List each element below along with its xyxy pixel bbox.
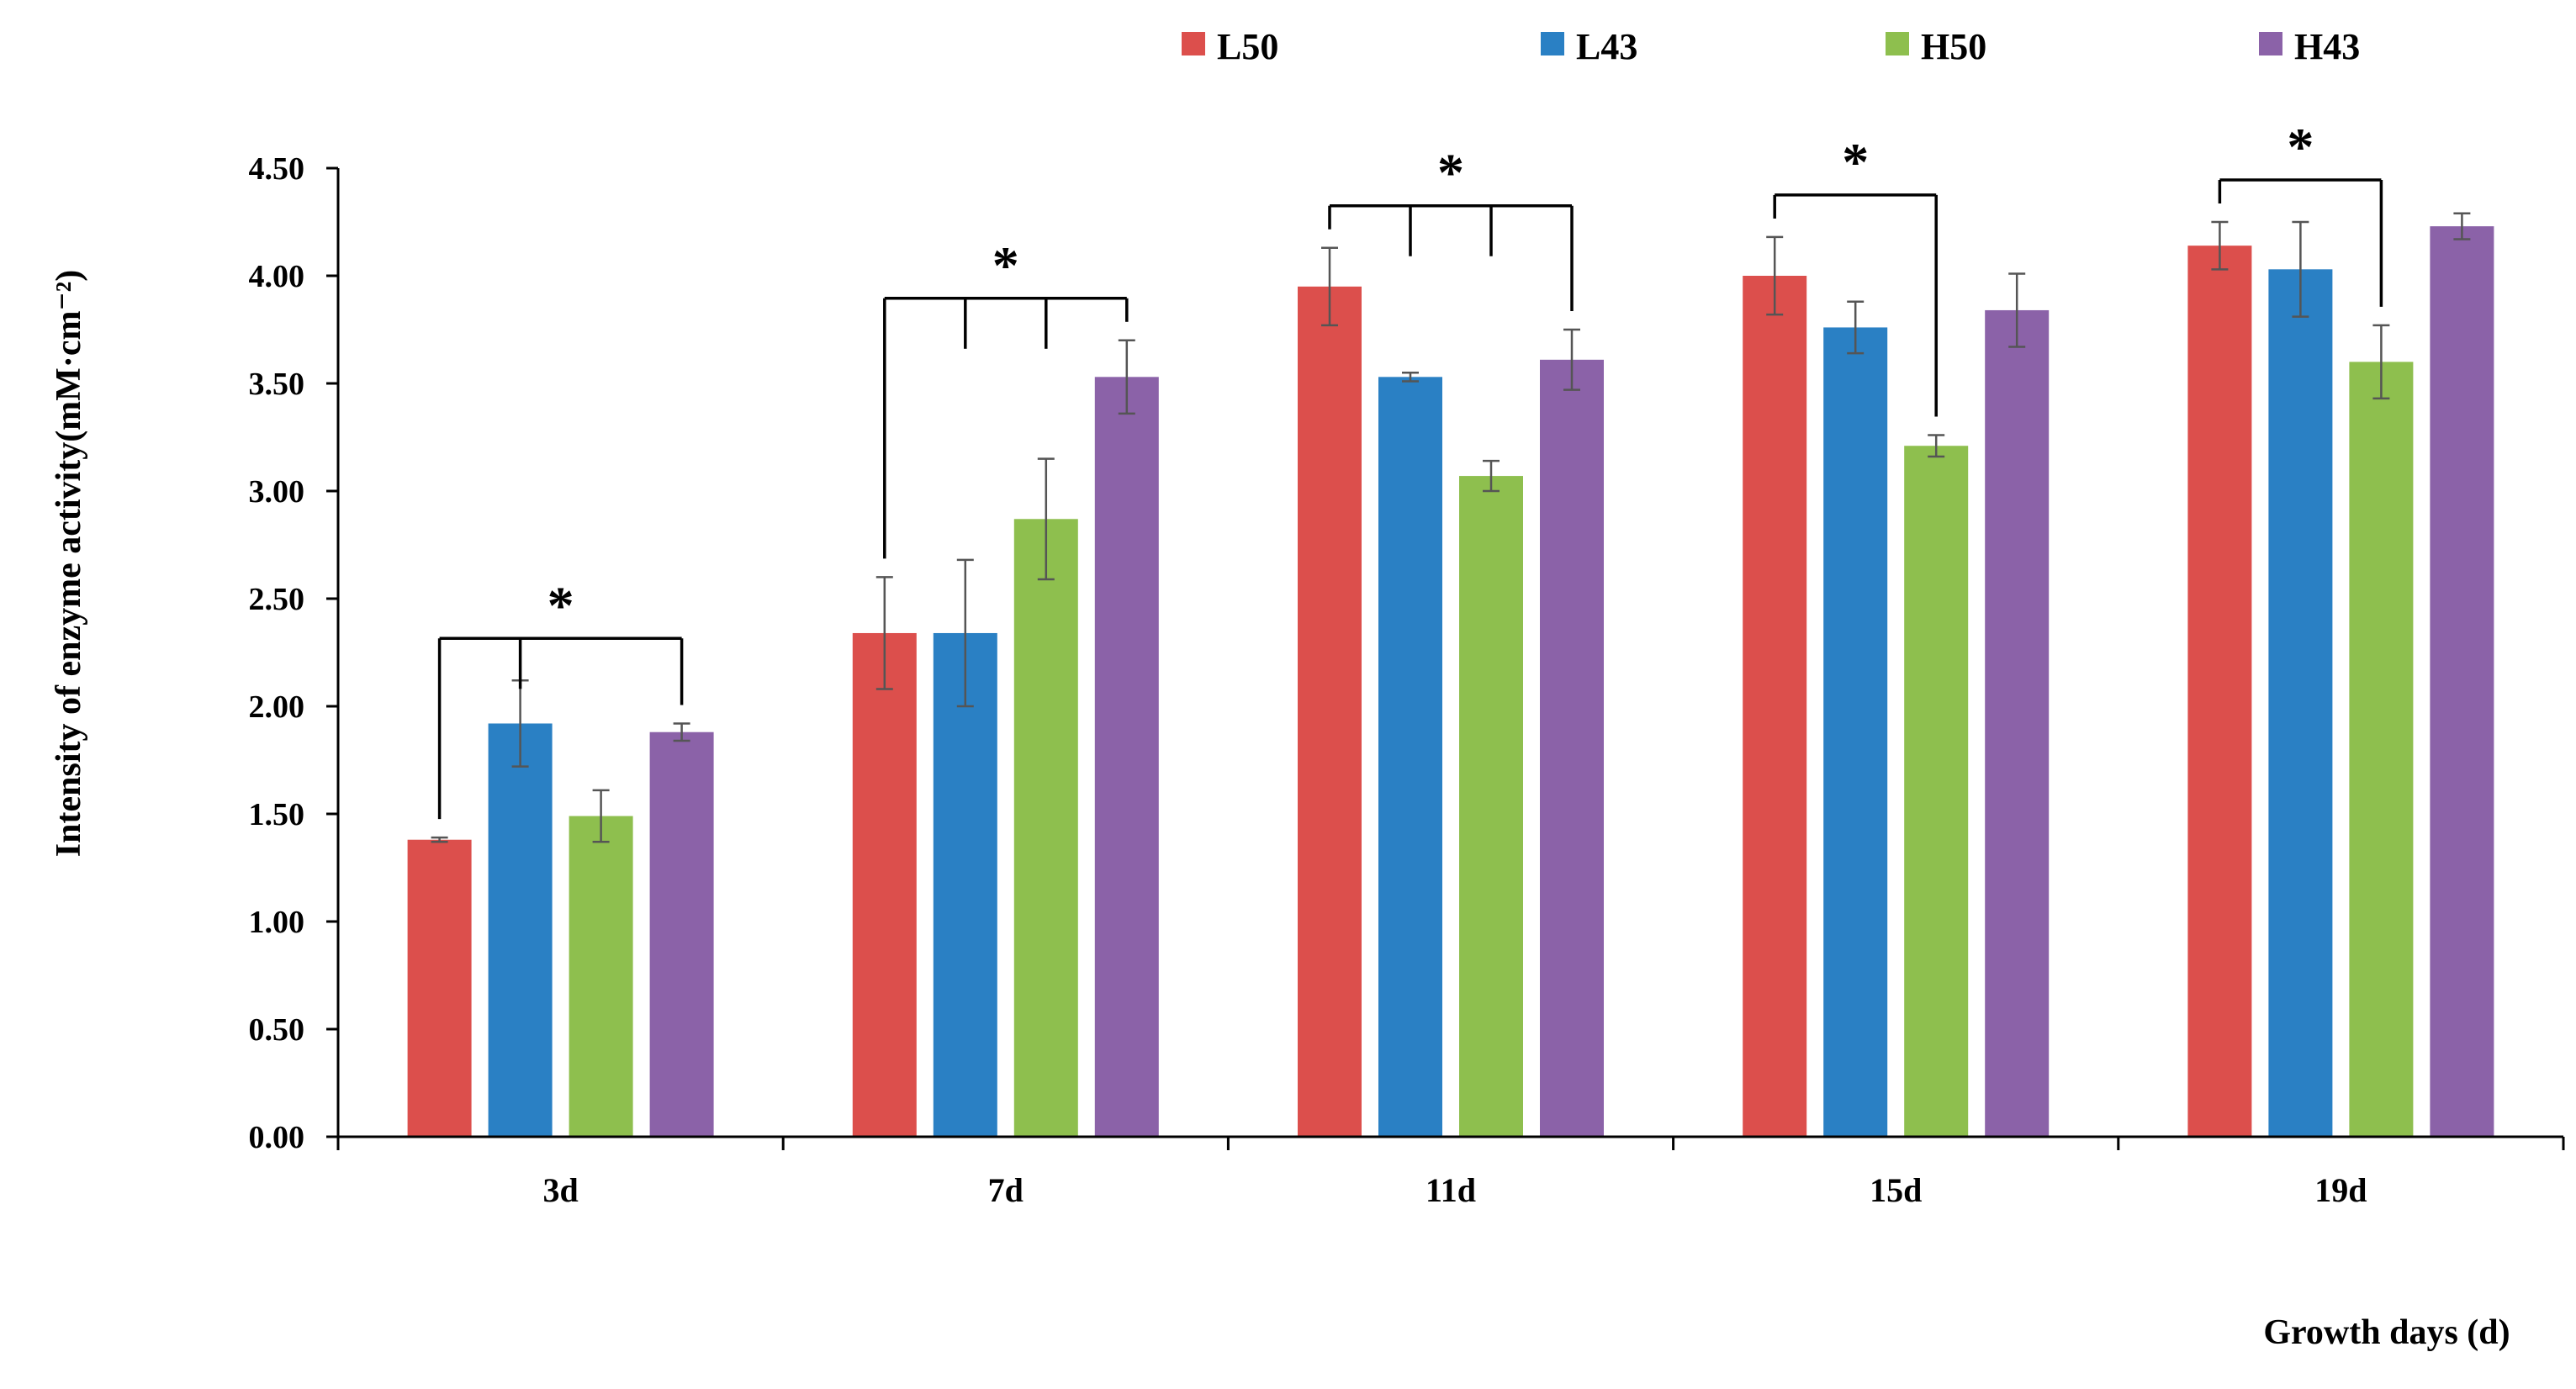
error-bars-layer xyxy=(431,212,2471,843)
error-bar-l50-19d xyxy=(2211,220,2229,271)
bar-l50-15d xyxy=(1743,276,1807,1137)
error-bar-l50-15d xyxy=(1766,235,1784,316)
significance-star: * xyxy=(1842,132,1869,192)
y-ticks-layer: 0.00 0.50 1.00 1.50 2.00 2.50 3.00 3.50 4.00 4.50 xyxy=(249,151,338,1155)
error-bar-h50-19d xyxy=(2372,324,2390,400)
error-bar-l50-11d xyxy=(1321,246,1338,327)
bar-h43-11d xyxy=(1540,359,1604,1138)
legend-item-h43: H43 xyxy=(2259,26,2360,67)
category-label: 11d xyxy=(1426,1171,1476,1209)
bar-l50-19d xyxy=(2187,246,2252,1137)
significance-bracket-15d xyxy=(1773,193,1938,417)
bar-l43-15d xyxy=(1823,327,1888,1137)
bar-l50-7d xyxy=(852,632,917,1137)
error-bar-h50-3d xyxy=(592,789,610,843)
error-bar-l43-15d xyxy=(1847,300,1865,355)
legend-label: H43 xyxy=(2294,26,2360,67)
significance-annotations-layer: * * * * * xyxy=(437,117,2383,820)
bar-l43-11d xyxy=(1378,377,1442,1137)
significance-bracket-3d xyxy=(437,636,684,820)
y-axis-title: Intensity of enzyme activity(mM·cm⁻²) xyxy=(50,270,88,857)
bar-h50-3d xyxy=(569,816,633,1137)
error-bar-h50-11d xyxy=(1483,459,1500,493)
bar-l50-11d xyxy=(1298,286,1362,1137)
error-bar-h43-11d xyxy=(1563,328,1580,391)
error-bar-h43-3d xyxy=(673,722,690,742)
legend-swatch xyxy=(1541,32,1564,55)
bar-l43-3d xyxy=(488,723,553,1137)
bar-l43-19d xyxy=(2268,269,2333,1137)
significance-star: * xyxy=(992,235,1019,295)
y-tick-label: 1.50 xyxy=(249,797,305,832)
y-tick-label: 2.00 xyxy=(249,689,305,725)
bars-layer xyxy=(407,226,2494,1138)
error-bar-l50-3d xyxy=(431,836,448,843)
error-bar-h43-19d xyxy=(2453,212,2471,240)
legend-swatch xyxy=(2259,32,2282,55)
bar-h43-3d xyxy=(649,731,714,1137)
significance-bracket-11d xyxy=(1328,203,1574,311)
error-bar-l43-7d xyxy=(956,558,974,708)
legend-item-h50: H50 xyxy=(1886,26,1986,67)
y-tick-label: 3.00 xyxy=(249,474,305,510)
legend-label: L50 xyxy=(1217,26,1278,67)
legend-swatch xyxy=(1182,32,1205,55)
error-bar-h43-15d xyxy=(2008,272,2026,348)
significance-bracket-19d xyxy=(2218,178,2383,307)
y-tick-label: 1.00 xyxy=(249,905,305,940)
significance-bracket-7d xyxy=(883,297,1129,559)
legend-swatch xyxy=(1886,32,1909,55)
bar-h50-15d xyxy=(1904,446,1969,1137)
error-bar-h50-7d xyxy=(1037,457,1055,581)
legend-label: L43 xyxy=(1576,26,1637,67)
axes-layer xyxy=(336,168,2563,1138)
bar-l43-7d xyxy=(933,632,997,1137)
x-axis-title: Growth days (d) xyxy=(2263,1313,2510,1352)
bar-h50-19d xyxy=(2349,362,2414,1137)
legend: L50 L43 H50 H43 xyxy=(1182,26,2360,67)
bar-h50-7d xyxy=(1013,519,1078,1137)
y-tick-label: 0.50 xyxy=(249,1012,305,1048)
legend-label: H50 xyxy=(1921,26,1986,67)
error-bar-l43-11d xyxy=(1402,371,1419,383)
error-bar-h43-7d xyxy=(1118,339,1135,415)
error-bar-h50-15d xyxy=(1928,434,1945,458)
category-label: 19d xyxy=(2314,1171,2367,1209)
y-tick-label: 4.50 xyxy=(249,151,305,187)
x-ticks-layer: 3d 7d 11d 15d 19d xyxy=(336,1137,2565,1209)
significance-star: * xyxy=(547,575,574,635)
bar-h50-11d xyxy=(1459,476,1523,1137)
significance-star: * xyxy=(1437,143,1464,203)
error-bar-l43-19d xyxy=(2292,220,2309,318)
legend-item-l43: L43 xyxy=(1541,26,1637,67)
category-label: 7d xyxy=(988,1171,1024,1209)
y-tick-label: 0.00 xyxy=(249,1120,305,1155)
y-tick-label: 4.00 xyxy=(249,259,305,294)
y-tick-label: 2.50 xyxy=(249,582,305,617)
category-label: 15d xyxy=(1870,1171,1922,1209)
bar-l50-3d xyxy=(407,839,472,1137)
significance-star: * xyxy=(2287,117,2314,177)
bar-h43-19d xyxy=(2430,226,2494,1137)
category-label: 3d xyxy=(542,1171,578,1209)
legend-item-l50: L50 xyxy=(1182,26,1278,67)
y-tick-label: 3.50 xyxy=(249,367,305,402)
bar-h43-15d xyxy=(1985,309,2050,1138)
bar-h43-7d xyxy=(1094,377,1159,1137)
error-bar-l50-7d xyxy=(875,576,893,690)
